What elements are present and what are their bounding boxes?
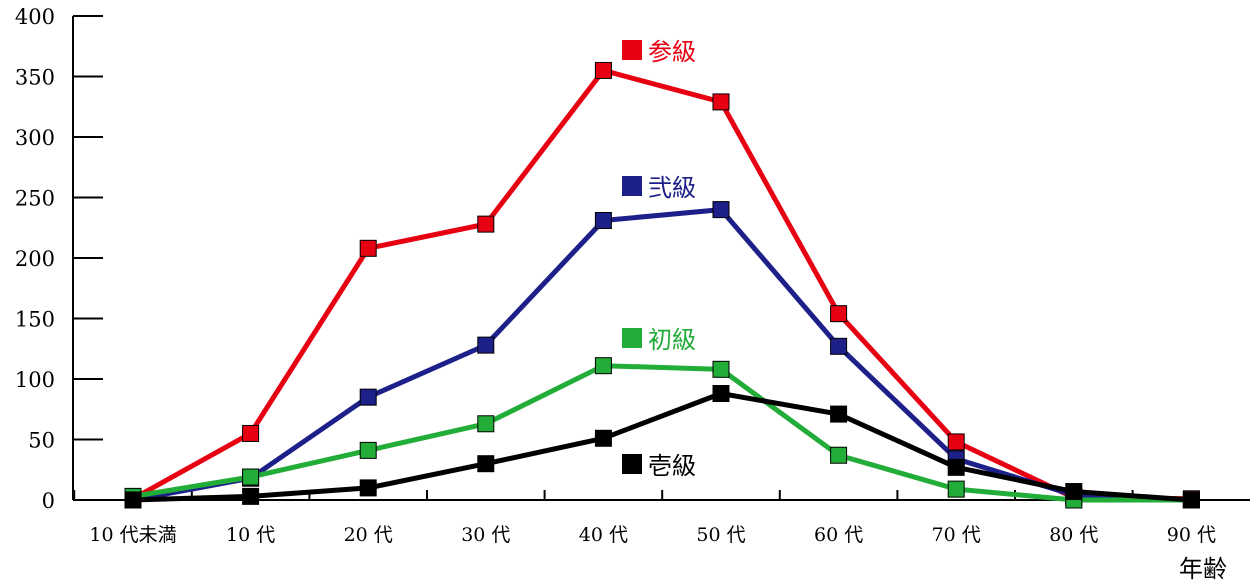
legend-label: 弐級 <box>648 174 696 202</box>
legend-item: 弐級 <box>622 174 696 202</box>
y-tick-label: 50 <box>28 429 55 453</box>
y-tick-label: 250 <box>15 187 55 211</box>
data-point <box>359 239 377 257</box>
data-point <box>947 480 965 498</box>
x-tick-label: 10 代 <box>226 524 275 546</box>
series-line <box>132 363 1192 503</box>
y-tick-label: 400 <box>15 5 55 29</box>
x-tick-label: 40 代 <box>579 524 628 546</box>
data-point <box>1182 491 1200 509</box>
data-point <box>712 385 730 403</box>
data-point <box>1065 483 1083 501</box>
data-point <box>242 487 260 505</box>
x-tick-label: 90 代 <box>1167 524 1216 546</box>
legend-item: 初級 <box>622 326 696 354</box>
data-point <box>594 61 612 79</box>
data-point <box>359 479 377 497</box>
legend-swatch <box>622 454 642 474</box>
legend-item: 参級 <box>622 38 696 66</box>
y-tick-label: 100 <box>15 368 55 392</box>
data-point <box>712 201 730 219</box>
x-tick-label: 70 代 <box>932 524 981 546</box>
y-tick-label: 350 <box>15 66 55 90</box>
data-point <box>712 93 730 111</box>
data-point <box>242 468 260 486</box>
legend-swatch <box>622 176 642 196</box>
legend-swatch <box>622 40 642 60</box>
legend-swatch <box>622 328 642 348</box>
x-axis-title: 年齢 <box>1179 555 1227 583</box>
y-tick-label: 200 <box>15 247 55 271</box>
data-point <box>830 305 848 323</box>
data-point <box>477 336 495 354</box>
data-point <box>947 433 965 451</box>
series-group <box>124 61 1200 509</box>
x-tick-label: 50 代 <box>696 524 745 546</box>
data-point <box>947 458 965 476</box>
data-point <box>594 429 612 447</box>
series-1 <box>124 61 1200 508</box>
x-tick-label: 30 代 <box>461 524 510 546</box>
data-point <box>830 405 848 423</box>
x-tick-label: 20 代 <box>344 524 393 546</box>
data-point <box>830 446 848 464</box>
data-point <box>359 441 377 459</box>
x-tick-label: 80 代 <box>1049 524 1098 546</box>
data-point <box>594 357 612 375</box>
data-point <box>477 415 495 433</box>
x-tick-label: 10 代未満 <box>89 524 176 546</box>
y-tick-label: 300 <box>15 126 55 150</box>
data-point <box>359 388 377 406</box>
series-line <box>132 391 1192 503</box>
legend-item: 壱級 <box>622 452 696 480</box>
data-point <box>594 211 612 229</box>
y-axis: 0 50 100 150 200 250 300 350 400 <box>15 5 103 513</box>
data-point <box>124 491 142 509</box>
x-axis: 10 代未満 10 代 20 代 30 代 40 代 50 代 60 代 70 代 80 代 90… <box>73 490 1250 546</box>
data-point <box>830 337 848 355</box>
legend-label: 壱級 <box>648 452 696 480</box>
legend-label: 参級 <box>648 38 696 66</box>
y-tick-label: 0 <box>42 489 55 513</box>
data-point <box>477 215 495 233</box>
series-line <box>131 67 1192 502</box>
legend-label: 初級 <box>648 326 696 354</box>
data-point <box>242 424 260 442</box>
x-tick-label: 60 代 <box>814 524 863 546</box>
data-point <box>477 455 495 473</box>
data-point <box>712 360 730 378</box>
y-tick-label: 150 <box>15 308 55 332</box>
series-4 <box>124 385 1200 509</box>
